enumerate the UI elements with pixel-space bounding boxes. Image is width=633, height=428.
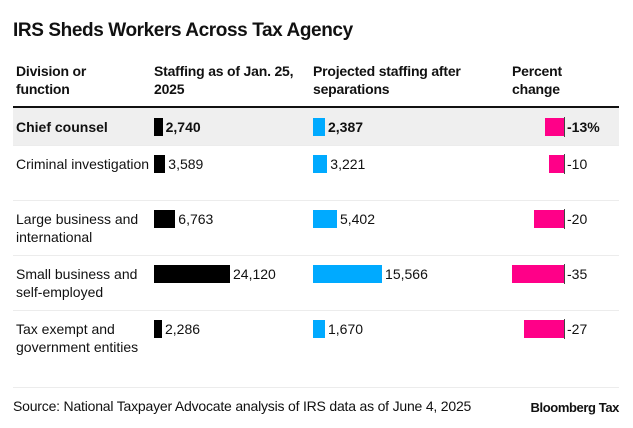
percent-change-value: -20 (567, 211, 588, 227)
zero-axis-line (564, 117, 565, 137)
projected-bar (313, 155, 328, 173)
row-divider (13, 255, 619, 256)
header-projected: Projected staffing after separations (313, 63, 461, 97)
projected-value: 3,221 (330, 156, 366, 172)
table-row: Small business and self-employed 24,120 15… (13, 256, 619, 311)
division-label: Criminal investigation (16, 156, 150, 172)
percent-change-bar (534, 210, 564, 228)
zero-axis-line (564, 154, 565, 174)
zero-axis-line (564, 264, 565, 284)
zero-axis-line (564, 319, 565, 339)
staffing-jan-bar (154, 210, 176, 228)
staffing-jan-value: 2,740 (165, 119, 201, 135)
division-label: Large business and international (16, 211, 139, 245)
projected-value: 15,566 (385, 266, 428, 282)
source-note: Source: National Taxpayer Advocate analy… (13, 398, 472, 414)
percent-change-value: -13% (567, 119, 600, 135)
projected-value: 2,387 (328, 119, 364, 135)
row-divider (13, 145, 619, 146)
header-staffing-jan: Staffing as of Jan. 25, 2025 (154, 63, 294, 97)
percent-change-bar (512, 265, 564, 283)
table-row: Tax exempt and government entities 2,286 1… (13, 311, 619, 388)
projected-value: 5,402 (339, 211, 375, 227)
staffing-jan-bar (154, 155, 166, 173)
row-divider (13, 200, 619, 201)
percent-change-bar (549, 155, 564, 173)
staffing-jan-bar (154, 118, 163, 136)
percent-change-value: -10 (567, 156, 588, 172)
projected-bar (313, 320, 325, 338)
row-divider (13, 387, 619, 388)
table-row: Large business and international 6,763 5,4… (13, 201, 619, 256)
division-label: Tax exempt and government entities (16, 321, 139, 355)
header-division: Division or function (16, 63, 87, 97)
projected-bar (313, 265, 383, 283)
staffing-jan-value: 6,763 (178, 211, 214, 227)
percent-change-value: -35 (567, 266, 588, 282)
staffing-jan-bar (154, 265, 230, 283)
chart-title: IRS Sheds Workers Across Tax Agency (13, 20, 353, 41)
percent-change-value: -27 (567, 321, 588, 337)
staffing-jan-value: 3,589 (168, 156, 204, 172)
staffing-jan-value: 24,120 (233, 266, 276, 282)
table-row: Chief counsel 2,740 2,387 -13% (13, 108, 619, 146)
table-row: Criminal investigation 3,589 3,221 -10 (13, 146, 619, 201)
projected-value: 1,670 (328, 321, 364, 337)
zero-axis-line (564, 209, 565, 229)
staffing-jan-value: 2,286 (165, 321, 201, 337)
division-label: Small business and self-employed (16, 266, 138, 300)
division-label: Chief counsel (16, 119, 108, 135)
brand-logo: Bloomberg Tax (530, 400, 620, 415)
row-divider (13, 310, 619, 311)
header-rule (13, 106, 619, 108)
percent-change-bar (523, 320, 564, 338)
header-percent: Percent change (512, 63, 562, 97)
percent-change-bar (544, 118, 564, 136)
projected-bar (313, 118, 325, 136)
staffing-jan-bar (154, 320, 162, 338)
projected-bar (313, 210, 337, 228)
